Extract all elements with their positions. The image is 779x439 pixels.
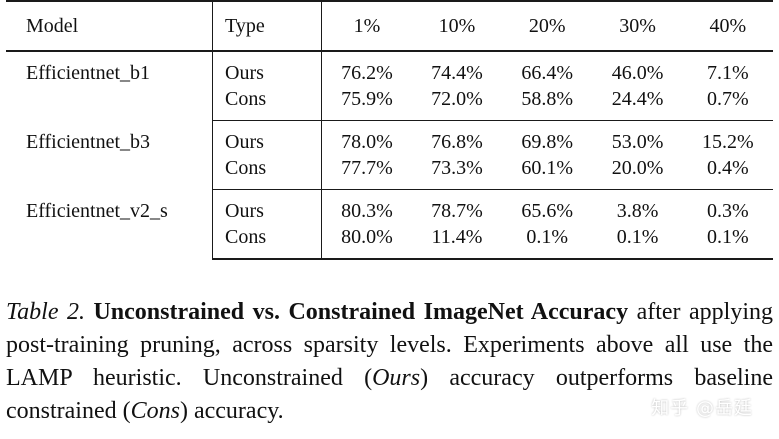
value-cell: 77.7% bbox=[321, 155, 412, 190]
table-row: Efficientnet_b3 Ours 78.0% 76.8% 69.8% 5… bbox=[6, 120, 773, 190]
value-cell: 0.1% bbox=[592, 224, 683, 260]
header-10pct: 10% bbox=[411, 0, 503, 52]
value-cell: 60.1% bbox=[502, 155, 593, 190]
value-cell: 76.8% bbox=[431, 131, 483, 153]
value-cell: 65.6% bbox=[521, 200, 574, 222]
table-row: Cons 75.9% 72.0% 58.8% 24.4% 0.7% bbox=[6, 86, 773, 121]
value-cell: 0.1% bbox=[682, 224, 773, 260]
value-cell: 75.9% bbox=[321, 86, 412, 121]
caption-text: after applying post-training pruning, ac… bbox=[6, 299, 774, 391]
caption-cons: Cons bbox=[130, 398, 180, 424]
results-table-container: Model Type 1% 10% 20% 30% 40% Efficientn… bbox=[6, 0, 773, 260]
type-cell: Ours bbox=[212, 189, 322, 224]
type-cell: Cons bbox=[212, 86, 322, 121]
caption-text: ) accuracy outperforms baseline constrai… bbox=[6, 365, 773, 424]
table-row: Cons 77.7% 73.3% 60.1% 20.0% 0.4% bbox=[6, 155, 773, 190]
value-cell: 74.4% bbox=[431, 62, 483, 84]
table-row: Cons 80.0% 11.4% 0.1% 0.1% 0.1% bbox=[6, 224, 773, 260]
table-row: Efficientnet_b1 Ours 76.2% 74.4% 66.4% 4… bbox=[6, 51, 773, 121]
value-cell: 76.2% bbox=[341, 62, 393, 84]
value-cell: 0.4% bbox=[682, 155, 773, 190]
value-cell: 3.8% bbox=[616, 200, 659, 222]
model-group-v2s: Efficientnet_v2_s Ours 80.3% 78.7% 65.6%… bbox=[6, 189, 773, 260]
value-cell: 73.3% bbox=[411, 155, 503, 190]
caption-label: Table 2. bbox=[6, 299, 85, 325]
value-cell: 80.3% bbox=[341, 200, 393, 222]
value-cell: 80.0% bbox=[321, 224, 412, 260]
value-cell: 66.4% bbox=[521, 62, 574, 84]
model-group-b1: Efficientnet_b1 Ours 76.2% 74.4% 66.4% 4… bbox=[6, 51, 773, 121]
type-cell: Ours bbox=[212, 120, 322, 155]
value-cell: 0.3% bbox=[707, 200, 749, 222]
caption-text: ) accuracy. bbox=[179, 398, 284, 424]
table-row: Efficientnet_v2_s Ours 80.3% 78.7% 65.6%… bbox=[6, 189, 773, 259]
value-cell: 53.0% bbox=[611, 131, 664, 153]
table-caption: Table 2. Unconstrained vs. Constrained I… bbox=[6, 296, 773, 428]
model-group-b3: Efficientnet_b3 Ours 78.0% 76.8% 69.8% 5… bbox=[6, 120, 773, 190]
value-cell: 15.2% bbox=[702, 131, 754, 153]
value-cell: 0.7% bbox=[682, 86, 773, 121]
results-table: Model Type 1% 10% 20% 30% 40% Efficientn… bbox=[6, 0, 773, 260]
table-header-row: Model Type 1% 10% 20% 30% 40% bbox=[6, 0, 773, 52]
model-name: Efficientnet_b1 bbox=[6, 51, 213, 121]
header-30pct: 30% bbox=[592, 0, 683, 52]
header-1pct: 1% bbox=[321, 0, 412, 52]
type-cell: Ours bbox=[212, 51, 322, 86]
value-cell: 78.7% bbox=[431, 200, 483, 222]
type-cell: Cons bbox=[212, 224, 322, 260]
value-cell: 11.4% bbox=[411, 224, 503, 260]
watermark: 知乎 @岳廷 bbox=[651, 398, 753, 419]
header-type: Type bbox=[212, 0, 322, 52]
header-20pct: 20% bbox=[502, 0, 593, 52]
value-cell: 72.0% bbox=[411, 86, 503, 121]
value-cell: 7.1% bbox=[707, 62, 749, 84]
type-cell: Cons bbox=[212, 155, 322, 190]
model-name: Efficientnet_b3 bbox=[6, 120, 213, 190]
value-cell: 46.0% bbox=[611, 62, 664, 84]
value-cell: 58.8% bbox=[502, 86, 593, 121]
header-40pct: 40% bbox=[682, 0, 773, 52]
caption-title: Unconstrained vs. Constrained ImageNet A… bbox=[93, 299, 629, 325]
caption-ours: Ours bbox=[372, 365, 421, 391]
value-cell: 0.1% bbox=[502, 224, 593, 260]
value-cell: 20.0% bbox=[592, 155, 683, 190]
value-cell: 69.8% bbox=[521, 131, 574, 153]
model-name: Efficientnet_v2_s bbox=[6, 189, 213, 259]
value-cell: 24.4% bbox=[592, 86, 683, 121]
value-cell: 78.0% bbox=[341, 131, 393, 153]
header-model: Model bbox=[6, 0, 213, 52]
